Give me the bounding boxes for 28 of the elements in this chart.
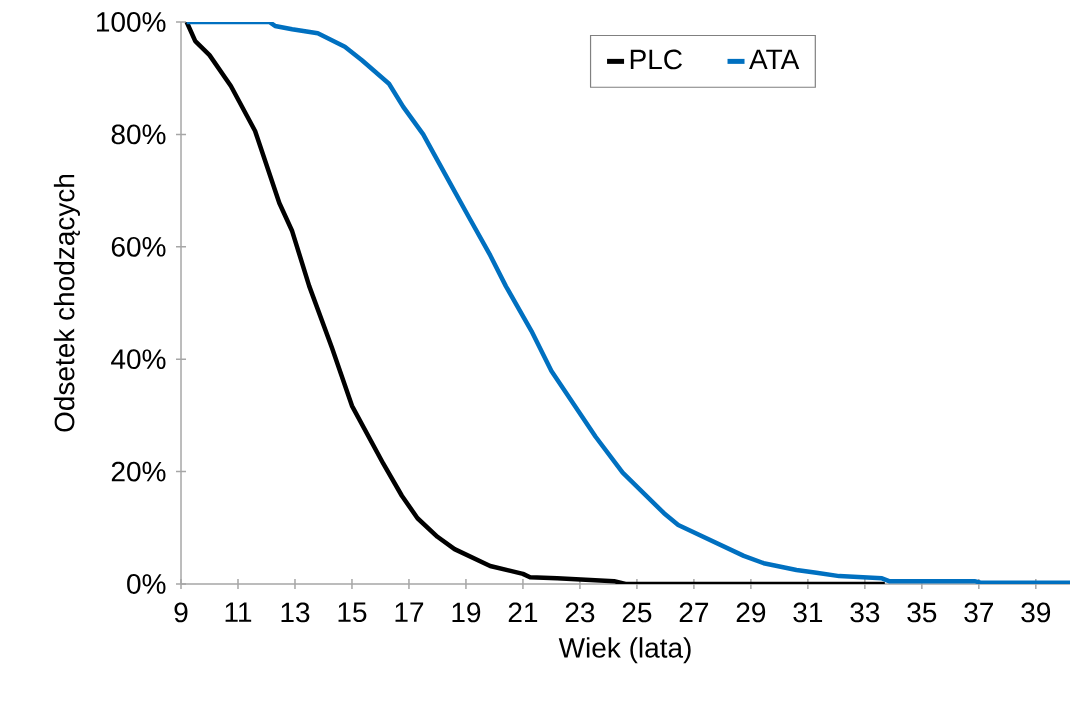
x-tick-label: 29 <box>736 602 766 623</box>
x-tick-label: 19 <box>452 602 481 623</box>
x-tick-label: 31 <box>793 602 823 623</box>
line-series <box>184 21 888 584</box>
x-tick-label: 33 <box>850 602 880 623</box>
y-tick-label: 0% <box>127 574 166 594</box>
x-tick-label: 9 <box>174 602 188 623</box>
x-tick-label: 23 <box>565 602 595 623</box>
x-tick-label: 17 <box>395 602 424 622</box>
x-tick-label: 11 <box>225 602 252 622</box>
y-tick-label: 80% <box>111 124 166 145</box>
x-tick-label: 21 <box>508 602 538 623</box>
line-series <box>184 21 1070 584</box>
legend-label: ATA <box>749 49 800 69</box>
x-tick-label: 37 <box>964 602 993 623</box>
x-tick-label: 35 <box>907 602 937 623</box>
legend-label: PLC <box>630 49 682 70</box>
y-tick-label: 20% <box>111 461 166 482</box>
y-tick-label: 40% <box>111 349 166 370</box>
x-tick-label: 13 <box>281 602 310 623</box>
y-axis-title: Odsetek chodzących <box>53 174 81 432</box>
y-tick-label: 100% <box>97 12 166 32</box>
x-axis-title: Wiek (lata) <box>558 637 691 664</box>
x-tick-label: 39 <box>1021 602 1051 623</box>
x-tick-label: 25 <box>622 602 652 623</box>
y-tick-label: 60% <box>111 236 166 257</box>
x-tick-label: 15 <box>338 602 367 623</box>
x-tick-label: 27 <box>679 602 709 623</box>
